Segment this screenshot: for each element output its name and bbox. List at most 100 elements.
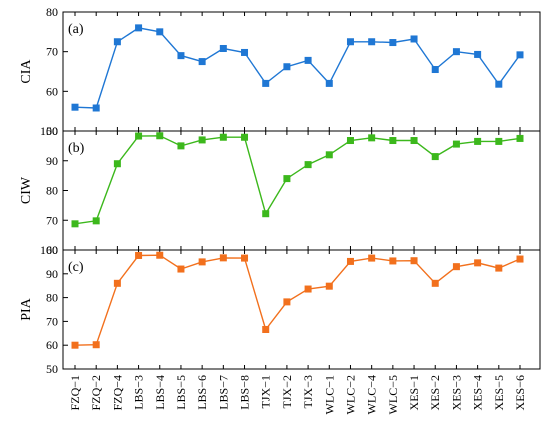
data-point	[71, 220, 79, 228]
data-point	[368, 38, 376, 46]
data-point	[283, 298, 291, 306]
data-point	[219, 254, 227, 262]
data-point	[389, 137, 397, 145]
series-line	[74, 27, 521, 109]
data-point	[452, 48, 460, 56]
data-point	[325, 282, 333, 290]
data-point	[516, 255, 524, 263]
data-point	[135, 132, 143, 140]
data-point	[283, 63, 291, 71]
data-point	[241, 133, 249, 141]
data-point	[410, 257, 418, 265]
data-point	[368, 134, 376, 142]
data-point	[495, 264, 503, 272]
y-tick-label: 80	[46, 184, 58, 198]
data-point	[346, 38, 354, 46]
data-point	[304, 161, 312, 169]
data-point	[241, 254, 249, 262]
y-tick-label: 90	[46, 154, 58, 168]
data-point	[410, 35, 418, 43]
y-tick-label: 70	[46, 314, 58, 328]
data-point	[198, 136, 206, 144]
y-tick-label: 60	[46, 243, 58, 257]
y-axis-label: CIA	[19, 59, 34, 84]
data-point	[113, 279, 121, 287]
data-point	[304, 56, 312, 64]
y-tick-label: 50	[46, 362, 58, 376]
y-axis-label: PIA	[19, 297, 34, 320]
data-point	[219, 133, 227, 141]
data-point	[346, 257, 354, 265]
x-tick-label: XES−6	[513, 375, 527, 410]
x-tick-label: LBS−7	[216, 375, 230, 410]
x-tick-label: FZQ−1	[68, 375, 82, 410]
y-tick-label: 60	[46, 84, 58, 98]
data-point	[389, 257, 397, 265]
data-point	[346, 137, 354, 145]
data-point	[198, 258, 206, 266]
x-tick-label: FZQ−2	[89, 375, 103, 410]
data-point	[156, 251, 164, 259]
data-point	[452, 140, 460, 148]
x-tick-label: TJX−3	[301, 375, 315, 408]
x-tick-label: LBS−3	[132, 375, 146, 410]
y-tick-label: 70	[46, 213, 58, 227]
data-point	[452, 263, 460, 271]
panel-label: (c)	[68, 260, 84, 275]
series-line	[74, 254, 521, 346]
x-tick-label: XES−4	[471, 375, 485, 410]
x-tick-label: LBS−4	[153, 375, 167, 410]
data-point	[156, 28, 164, 36]
x-tick-label: WLC−4	[365, 375, 379, 414]
data-point	[71, 103, 79, 111]
panel-label: (b)	[68, 141, 85, 156]
series-line	[74, 135, 521, 225]
x-tick-label: WLC−1	[322, 375, 336, 414]
y-tick-label: 60	[46, 338, 58, 352]
data-point	[262, 79, 270, 87]
data-point	[474, 50, 482, 58]
data-point	[177, 52, 185, 60]
y-tick-label: 80	[46, 291, 58, 305]
x-tick-label: LBS−6	[195, 375, 209, 410]
x-tick-label: TJX−2	[280, 375, 294, 408]
data-point	[71, 341, 79, 349]
data-point	[177, 265, 185, 273]
data-point	[283, 175, 291, 183]
x-tick-label: XES−5	[492, 375, 506, 410]
data-point	[262, 210, 270, 218]
data-point	[113, 38, 121, 46]
data-point	[431, 279, 439, 287]
y-tick-label: 50	[46, 124, 58, 138]
data-point	[368, 254, 376, 262]
data-point	[474, 259, 482, 267]
x-tick-label: LBS−5	[174, 375, 188, 410]
data-point	[431, 66, 439, 74]
data-point	[325, 79, 333, 87]
data-point	[325, 151, 333, 159]
data-point	[92, 104, 100, 112]
data-point	[431, 153, 439, 161]
data-point	[219, 44, 227, 52]
data-point	[156, 132, 164, 140]
data-point	[304, 285, 312, 293]
x-tick-label: XES−3	[449, 375, 463, 410]
data-point	[474, 137, 482, 145]
panel-frame	[62, 249, 541, 370]
x-tick-label: FZQ−4	[110, 375, 124, 410]
x-tick-label: WLC−2	[343, 375, 357, 414]
data-point	[177, 142, 185, 150]
data-point	[135, 251, 143, 259]
y-tick-label: 100	[40, 243, 58, 257]
x-tick-label: TJX−1	[259, 375, 273, 408]
x-tick-label: LBS−8	[238, 375, 252, 410]
data-point	[198, 58, 206, 66]
y-tick-label: 90	[46, 267, 58, 281]
y-axis-label: CIW	[19, 176, 34, 204]
x-tick-label: XES−2	[428, 375, 442, 410]
data-point	[410, 137, 418, 145]
data-point	[495, 80, 503, 88]
x-tick-label: XES−1	[407, 375, 421, 410]
x-tick-label: WLC−5	[386, 375, 400, 414]
